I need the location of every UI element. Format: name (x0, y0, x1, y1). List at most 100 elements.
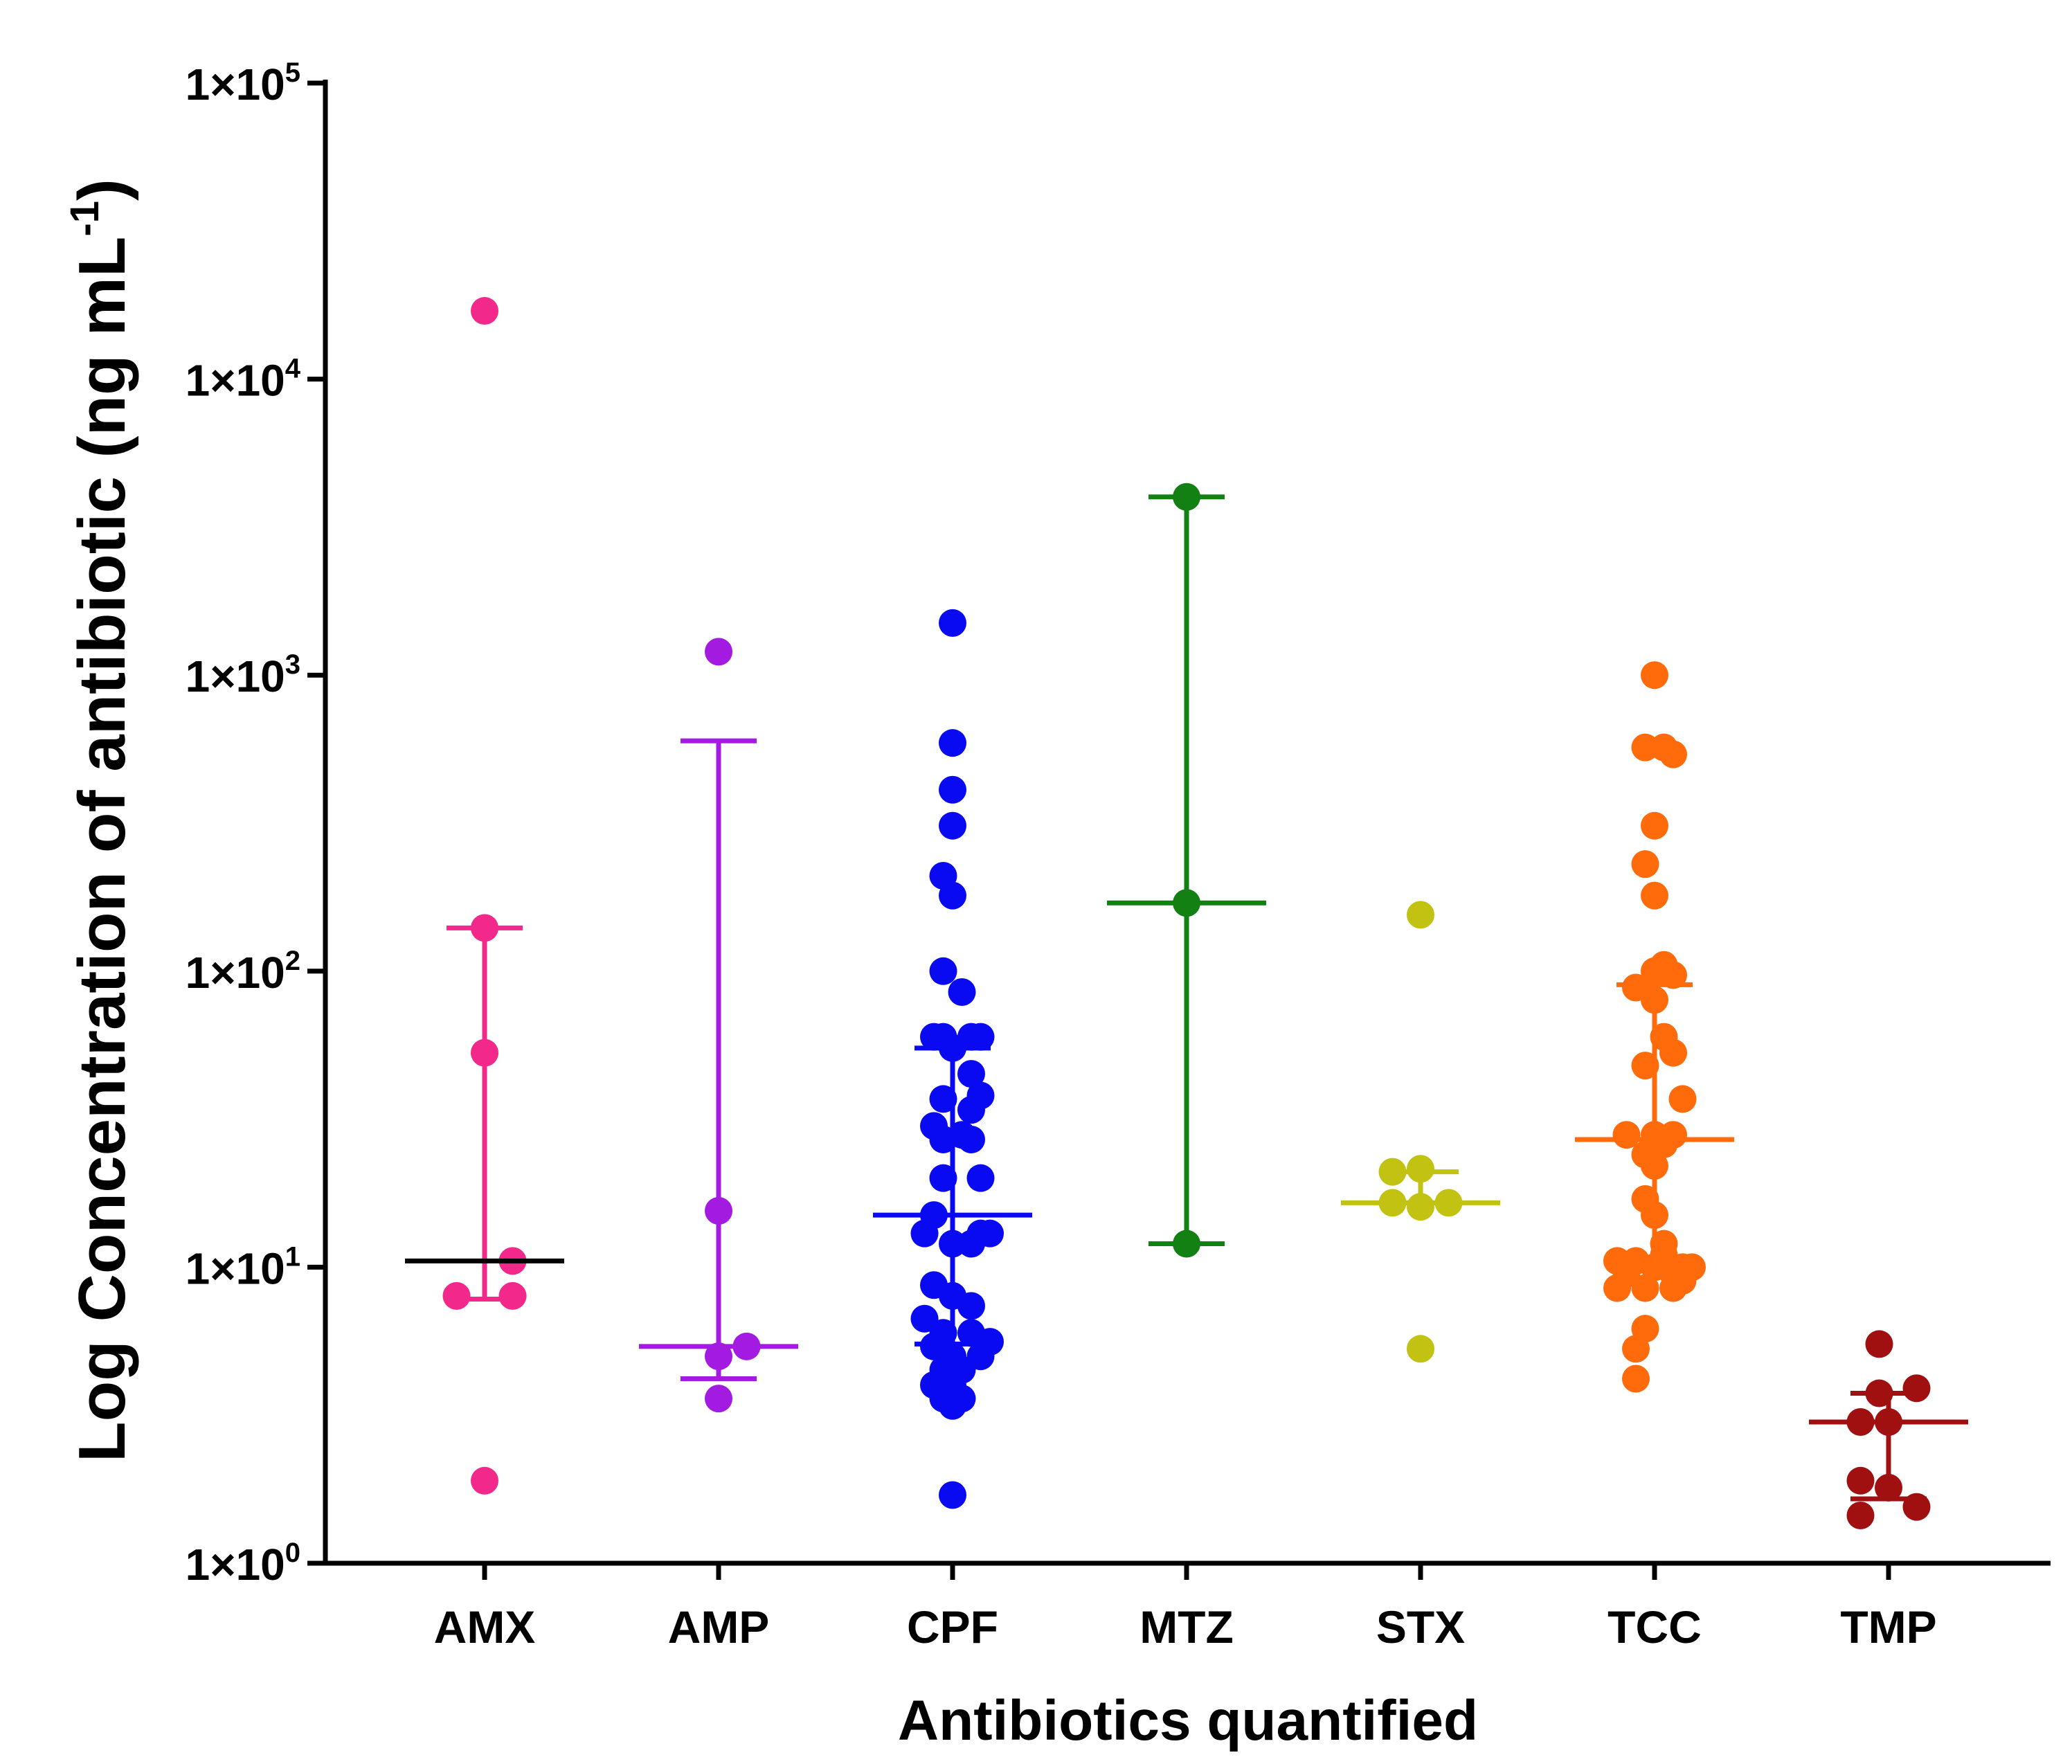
series-cpf (873, 609, 1032, 1509)
series-amx (405, 297, 564, 1495)
y-tick-label-base: 1×10 (186, 651, 285, 701)
y-tick-label-exponent: 4 (285, 354, 301, 384)
data-point (1622, 1365, 1650, 1393)
data-point (1641, 1201, 1668, 1230)
data-point (939, 881, 966, 910)
x-tick-label-amp: AMP (668, 1601, 770, 1653)
data-point (1875, 1473, 1902, 1502)
y-tick-label-base: 1×10 (186, 1243, 285, 1293)
series-layer (405, 297, 1968, 1529)
data-point (1378, 1158, 1407, 1186)
y-tick-label-base: 1×10 (186, 60, 285, 109)
data-point (471, 914, 498, 942)
y-tick-label-base: 1×10 (186, 356, 285, 406)
data-point (939, 1034, 966, 1062)
data-point (1603, 1274, 1631, 1302)
y-tick-label-base: 1×10 (186, 948, 285, 998)
data-point (1631, 850, 1659, 879)
data-point (1631, 1274, 1659, 1302)
x-tick-label-stx: STX (1376, 1601, 1465, 1653)
y-tick-label: 1×105 (186, 57, 300, 109)
y-tick-label: 1×100 (186, 1538, 300, 1590)
y-axis-title-prefix: Log Concentration of antibiotic (ng mL (65, 237, 139, 1462)
data-point (705, 1385, 732, 1413)
series-tcc (1575, 661, 1734, 1393)
x-tick-label-amx: AMX (434, 1601, 536, 1653)
y-tick-label: 1×104 (186, 354, 301, 406)
data-point (1668, 1085, 1697, 1113)
data-point (929, 1085, 957, 1113)
data-point (1622, 1335, 1650, 1363)
y-tick-label: 1×103 (186, 649, 300, 701)
data-point (957, 1096, 985, 1124)
data-point (966, 1164, 995, 1192)
data-point (1407, 1155, 1434, 1183)
data-point (471, 1038, 498, 1067)
data-point (1902, 1493, 1931, 1521)
data-point (1641, 881, 1668, 910)
data-point (1865, 1330, 1893, 1358)
data-point (939, 729, 966, 757)
data-point (705, 1342, 732, 1371)
data-point (929, 1125, 957, 1153)
y-tick-label: 1×102 (186, 946, 300, 998)
data-point (1659, 740, 1687, 768)
data-point (1641, 986, 1668, 1014)
data-point (1659, 961, 1687, 989)
data-point (1668, 1266, 1697, 1295)
data-point (939, 609, 966, 637)
y-tick-label-exponent: 2 (285, 946, 300, 976)
data-point (1407, 1335, 1434, 1363)
series-stx (1341, 901, 1500, 1363)
data-point (1641, 1151, 1668, 1180)
data-point (1865, 1379, 1893, 1407)
series-amp (639, 638, 798, 1413)
y-tick-label-exponent: 3 (285, 649, 300, 680)
y-axis-title-exponent: -1 (62, 201, 107, 237)
data-point (939, 1230, 966, 1258)
data-point (929, 957, 957, 985)
data-point (1846, 1501, 1875, 1529)
y-axis-title: Log Concentration of antibiotic (ng mL-1… (62, 179, 139, 1462)
data-point (1846, 1466, 1875, 1495)
data-point (939, 1392, 966, 1420)
data-point (1641, 811, 1668, 840)
x-axis-title: Antibiotics quantified (898, 1689, 1478, 1752)
y-tick-label: 1×101 (186, 1241, 300, 1293)
data-point (1659, 1038, 1687, 1067)
data-point (705, 638, 732, 666)
data-point (929, 1164, 957, 1192)
y-tick-label-exponent: 5 (285, 57, 300, 88)
x-axis-ticks: AMX AMP CPF MTZ STX TCC TMP (434, 1563, 1937, 1653)
data-point (948, 978, 976, 1006)
data-point (442, 1281, 471, 1310)
y-tick-label-exponent: 0 (285, 1538, 300, 1568)
data-point (1173, 1230, 1200, 1258)
x-tick-label-tcc: TCC (1607, 1601, 1702, 1653)
x-tick-label-mtz: MTZ (1139, 1601, 1234, 1653)
series-mtz (1107, 483, 1266, 1258)
data-point (705, 1197, 732, 1225)
data-point (1173, 483, 1200, 511)
data-point (1641, 661, 1668, 690)
y-axis-title-suffix: ) (65, 179, 139, 201)
data-point (966, 1023, 995, 1051)
data-point (939, 1481, 966, 1509)
data-point (957, 1060, 985, 1088)
data-point (939, 775, 966, 804)
data-point (957, 1292, 985, 1320)
data-point (1631, 1052, 1659, 1080)
data-point (471, 297, 498, 325)
data-point (939, 811, 966, 840)
data-point (1902, 1374, 1931, 1403)
data-point (957, 1125, 985, 1153)
series-tmp (1809, 1330, 1968, 1529)
y-tick-label-exponent: 1 (285, 1241, 300, 1272)
data-point (498, 1281, 527, 1310)
y-tick-label-base: 1×10 (186, 1540, 285, 1590)
x-tick-label-cpf: CPF (907, 1601, 998, 1653)
data-point (910, 1219, 939, 1248)
x-tick-label-tmp: TMP (1840, 1601, 1936, 1653)
